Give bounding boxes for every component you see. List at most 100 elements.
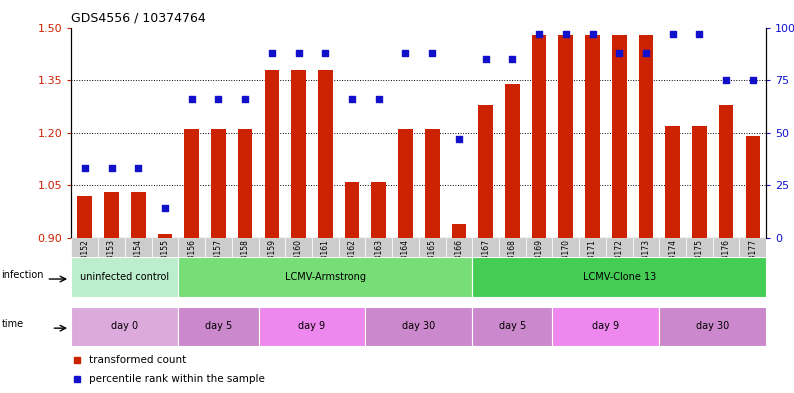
Bar xyxy=(606,238,633,291)
Bar xyxy=(472,307,553,346)
Bar xyxy=(78,196,92,238)
Point xyxy=(426,50,438,56)
Point xyxy=(506,56,518,62)
Point xyxy=(746,77,759,83)
Bar xyxy=(184,129,199,238)
Bar xyxy=(686,238,713,291)
Text: GSM1083168: GSM1083168 xyxy=(508,239,517,290)
Text: GSM1083155: GSM1083155 xyxy=(160,239,169,290)
Bar xyxy=(179,307,259,346)
Point xyxy=(105,165,118,171)
Bar xyxy=(499,238,526,291)
Point xyxy=(185,96,198,102)
Text: GSM1083163: GSM1083163 xyxy=(374,239,384,290)
Bar xyxy=(71,238,98,291)
Bar xyxy=(259,238,285,291)
Point xyxy=(693,31,706,37)
Bar xyxy=(659,238,686,291)
Bar xyxy=(719,105,734,238)
Bar xyxy=(179,238,205,291)
Point xyxy=(613,50,626,56)
Bar xyxy=(505,84,520,238)
Point xyxy=(399,50,412,56)
Bar xyxy=(365,307,472,346)
Bar xyxy=(478,105,493,238)
Point xyxy=(640,50,653,56)
Point xyxy=(560,31,572,37)
Point xyxy=(292,50,305,56)
Bar xyxy=(472,257,766,297)
Text: GSM1083161: GSM1083161 xyxy=(321,239,330,290)
Bar xyxy=(612,35,626,238)
Bar xyxy=(211,129,225,238)
Bar xyxy=(418,238,445,291)
Point xyxy=(212,96,225,102)
Bar xyxy=(372,182,386,238)
Bar xyxy=(633,238,659,291)
Bar xyxy=(398,129,413,238)
Bar xyxy=(532,35,546,238)
Point xyxy=(79,165,91,171)
Text: GSM1083160: GSM1083160 xyxy=(294,239,303,290)
Point xyxy=(132,165,145,171)
Text: day 9: day 9 xyxy=(592,321,619,331)
Text: LCMV-Clone 13: LCMV-Clone 13 xyxy=(583,272,656,282)
Text: uninfected control: uninfected control xyxy=(80,272,169,282)
Text: GSM1083165: GSM1083165 xyxy=(428,239,437,290)
Point xyxy=(720,77,733,83)
Bar xyxy=(158,234,172,238)
Bar xyxy=(638,35,653,238)
Bar xyxy=(746,136,760,238)
Bar xyxy=(553,307,659,346)
Text: GSM1083158: GSM1083158 xyxy=(241,239,249,290)
Bar xyxy=(104,192,119,238)
Bar xyxy=(339,238,365,291)
Point xyxy=(480,56,492,62)
Bar xyxy=(692,126,707,238)
Text: GSM1083169: GSM1083169 xyxy=(534,239,544,290)
Bar xyxy=(452,224,466,238)
Bar xyxy=(264,70,279,238)
Text: transformed count: transformed count xyxy=(89,354,186,365)
Bar xyxy=(312,238,339,291)
Point xyxy=(533,31,545,37)
Text: GSM1083170: GSM1083170 xyxy=(561,239,570,290)
Bar xyxy=(232,238,259,291)
Point xyxy=(239,96,252,102)
Text: GSM1083152: GSM1083152 xyxy=(80,239,89,290)
Text: GSM1083164: GSM1083164 xyxy=(401,239,410,290)
Point xyxy=(453,136,465,142)
Text: day 30: day 30 xyxy=(696,321,730,331)
Bar xyxy=(585,35,600,238)
Bar xyxy=(665,126,680,238)
Bar xyxy=(579,238,606,291)
Bar xyxy=(713,238,739,291)
Bar xyxy=(445,238,472,291)
Bar xyxy=(659,307,766,346)
Text: GSM1083167: GSM1083167 xyxy=(481,239,490,290)
Point xyxy=(586,31,599,37)
Text: GSM1083171: GSM1083171 xyxy=(588,239,597,290)
Point xyxy=(265,50,278,56)
Text: GSM1083156: GSM1083156 xyxy=(187,239,196,290)
Text: day 5: day 5 xyxy=(499,321,526,331)
Text: GSM1083172: GSM1083172 xyxy=(615,239,624,290)
Bar xyxy=(472,238,499,291)
Text: GSM1083166: GSM1083166 xyxy=(454,239,464,290)
Bar xyxy=(392,238,419,291)
Bar xyxy=(179,257,472,297)
Bar xyxy=(526,238,553,291)
Bar xyxy=(365,238,392,291)
Bar xyxy=(285,238,312,291)
Bar xyxy=(205,238,232,291)
Bar xyxy=(71,307,179,346)
Text: GDS4556 / 10374764: GDS4556 / 10374764 xyxy=(71,12,206,25)
Text: GSM1083177: GSM1083177 xyxy=(749,239,757,290)
Text: GSM1083175: GSM1083175 xyxy=(695,239,704,290)
Text: day 9: day 9 xyxy=(299,321,326,331)
Text: infection: infection xyxy=(2,270,44,280)
Text: day 30: day 30 xyxy=(403,321,435,331)
Text: GSM1083153: GSM1083153 xyxy=(107,239,116,290)
Bar xyxy=(131,192,145,238)
Bar xyxy=(71,257,179,297)
